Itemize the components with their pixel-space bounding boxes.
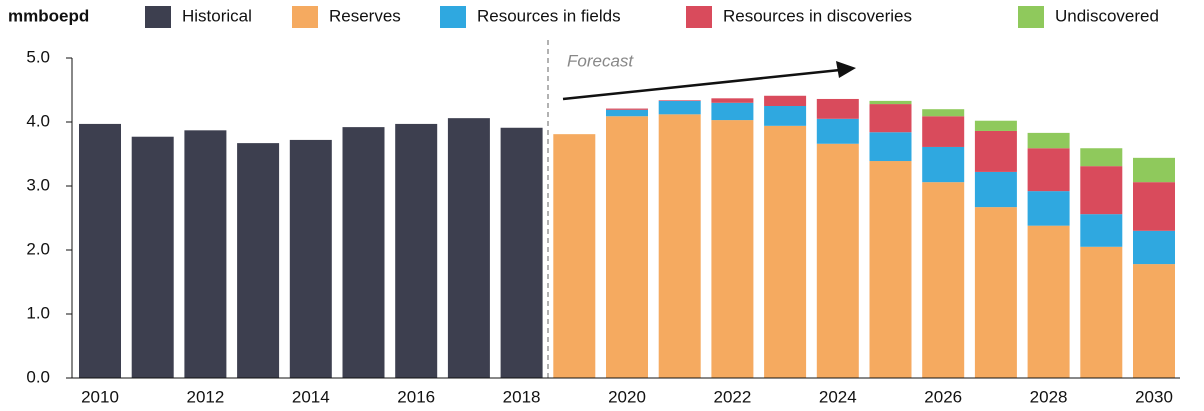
legend-label: Resources in fields <box>477 6 621 25</box>
x-tick-label: 2028 <box>1030 387 1068 406</box>
bar-segment <box>974 171 1017 208</box>
bar-segment <box>237 143 280 378</box>
x-tick-label: 2010 <box>81 387 119 406</box>
legend-label: Undiscovered <box>1055 6 1159 25</box>
bar-segment <box>922 146 965 183</box>
bar-segment <box>816 98 859 119</box>
x-tick-label: 2022 <box>713 387 751 406</box>
bar-segment <box>869 161 912 378</box>
unit-label: mmboepd <box>8 6 89 25</box>
x-tick-label: 2020 <box>608 387 646 406</box>
legend-swatch <box>686 6 712 28</box>
bar-segment <box>289 139 332 378</box>
bar-segment <box>553 134 596 378</box>
bar-segment <box>395 123 438 378</box>
legend-swatch <box>1018 6 1044 28</box>
bar-segment <box>1133 182 1175 231</box>
arrow-head <box>836 61 856 78</box>
y-tick-label: 3.0 <box>26 175 50 194</box>
x-tick-label: 2024 <box>819 387 857 406</box>
bar-segment <box>1027 132 1070 149</box>
bar-segment <box>1080 246 1123 378</box>
legend-swatch <box>145 6 171 28</box>
legend-swatch <box>440 6 466 28</box>
bar-segment <box>764 95 807 106</box>
legend-label: Historical <box>182 6 252 25</box>
bar-segment <box>869 100 912 105</box>
y-tick-label: 2.0 <box>26 239 50 258</box>
bar-segment <box>1080 214 1123 247</box>
y-tick-label: 0.0 <box>26 367 50 386</box>
bar-segment <box>1027 191 1070 226</box>
bar-segment <box>711 120 754 378</box>
bar-segment <box>764 106 807 126</box>
bar-segment <box>447 118 490 378</box>
bar-segment <box>79 123 121 378</box>
annotation: Forecast <box>567 51 634 70</box>
legend-label: Resources in discoveries <box>723 6 912 25</box>
bar-segment <box>922 109 965 117</box>
bar-segment <box>816 118 859 144</box>
x-tick-label: 2012 <box>186 387 224 406</box>
y-tick-label: 5.0 <box>26 47 50 66</box>
bar-segment <box>1133 157 1175 183</box>
legend-label: Reserves <box>329 6 401 25</box>
x-tick-label: 2026 <box>924 387 962 406</box>
bar-segment <box>1080 166 1123 215</box>
bar-segment <box>658 100 701 115</box>
bar-segment <box>342 127 385 379</box>
bar-segment <box>974 120 1017 131</box>
bar-segment <box>658 114 701 378</box>
bar-segment <box>711 98 754 103</box>
x-tick-label: 2018 <box>503 387 541 406</box>
bar-segment <box>500 127 543 378</box>
bar-segment <box>816 143 859 378</box>
bar-segment <box>711 102 754 121</box>
bar-segment <box>1133 230 1175 265</box>
bar-segment <box>869 132 912 162</box>
bar-segment <box>1027 148 1070 192</box>
y-tick-label: 1.0 <box>26 303 50 322</box>
bar-segment <box>1133 264 1175 378</box>
y-tick-label: 4.0 <box>26 111 50 130</box>
bar-segment <box>1027 225 1070 378</box>
arrow-line <box>562 68 841 101</box>
bar-segment <box>606 109 648 117</box>
bar-segment <box>1080 148 1123 167</box>
bar-segment <box>869 104 912 133</box>
x-tick-label: 2030 <box>1135 387 1173 406</box>
legend-swatch <box>292 6 318 28</box>
x-tick-label: 2014 <box>292 387 330 406</box>
bar-segment <box>606 116 648 379</box>
bar-segment <box>658 100 701 101</box>
bar-segment <box>131 136 174 378</box>
bar-segment <box>974 207 1017 378</box>
bar-segment <box>974 130 1017 172</box>
bar-segment <box>764 125 807 378</box>
bar-segment <box>184 130 227 378</box>
bar-segment <box>606 108 648 110</box>
bar-segment <box>922 116 965 147</box>
bar-segment <box>922 182 965 378</box>
x-tick-label: 2016 <box>397 387 435 406</box>
